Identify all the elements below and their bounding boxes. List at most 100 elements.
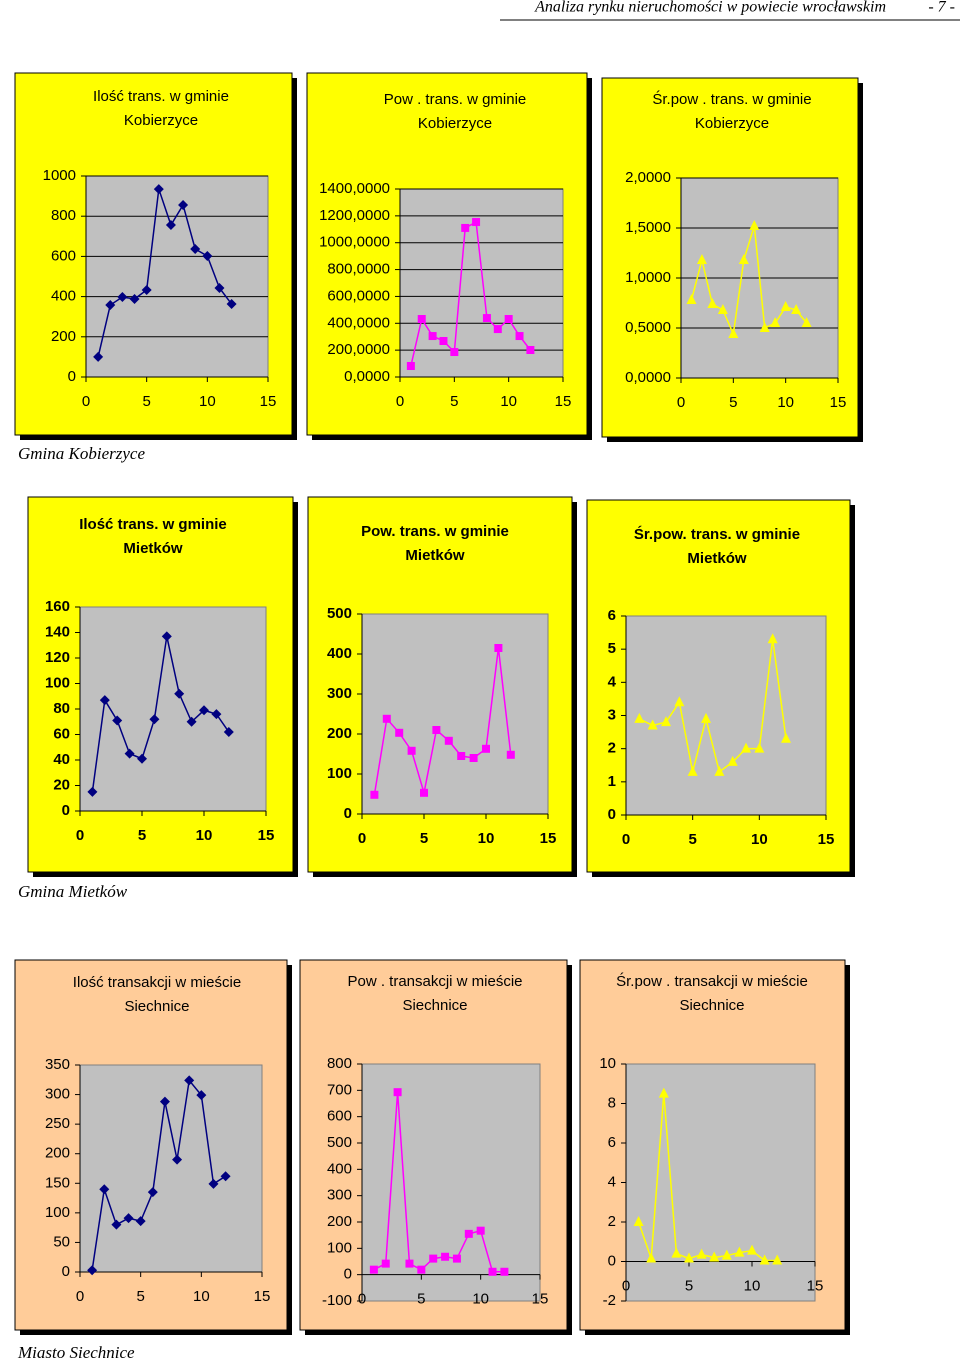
chart-title: Pow. trans. w gminie [361, 523, 509, 540]
data-point [452, 1254, 461, 1263]
data-point [493, 325, 502, 334]
x-tick-label: 5 [136, 1288, 144, 1305]
data-point [686, 294, 697, 304]
chart-title: Siechnice [402, 997, 467, 1014]
data-point [369, 1265, 378, 1274]
y-tick-label: 1000 [43, 167, 76, 184]
data-point [93, 351, 104, 362]
y-tick-label: 100 [45, 1204, 70, 1221]
y-tick-label: 400 [327, 1160, 352, 1177]
y-tick-label: 3 [608, 706, 616, 723]
data-point [417, 314, 426, 323]
y-tick-label: 6 [608, 607, 616, 624]
data-point [135, 1216, 146, 1227]
data-line [91, 1078, 227, 1271]
data-point [174, 688, 185, 699]
chart-title: Śr.pow . trans. w gminie [652, 90, 811, 108]
data-point [184, 1075, 195, 1086]
y-tick-label: 300 [327, 1187, 352, 1204]
y-tick-label: 160 [45, 598, 70, 615]
data-point [661, 716, 671, 727]
y-tick-label: 800 [327, 1055, 352, 1072]
data-point [647, 719, 658, 730]
data-point [199, 705, 209, 716]
section-label: Miasto Siechnice [17, 1343, 135, 1361]
y-tick-label: 150 [45, 1174, 70, 1191]
plot-area [399, 188, 564, 378]
x-tick-label: 5 [688, 831, 696, 848]
y-tick-label: 600 [327, 1108, 352, 1125]
plot-area [361, 613, 549, 815]
y-tick-label: 100 [327, 765, 352, 782]
y-tick-label: 700 [327, 1081, 352, 1098]
data-point [382, 714, 391, 723]
chart-title: Mietków [405, 547, 465, 564]
x-tick-label: 0 [396, 393, 404, 410]
x-tick-label: 0 [677, 394, 685, 411]
data-point [707, 298, 718, 308]
data-point [738, 254, 749, 264]
y-tick-label: 8 [608, 1094, 616, 1111]
y-tick-label: 0 [344, 1266, 352, 1283]
y-tick-label: 4 [608, 1173, 616, 1190]
data-point [728, 328, 739, 338]
data-point [178, 199, 189, 210]
chart: Ilość transakcji w mieścieSiechnice05010… [14, 959, 292, 1335]
data-point [417, 1265, 426, 1274]
y-tick-label: 500 [327, 1134, 352, 1151]
data-point [226, 299, 237, 310]
y-tick-label: 200 [327, 1213, 352, 1230]
data-point [464, 1229, 473, 1238]
data-point [701, 712, 711, 723]
y-tick-label: 6 [608, 1134, 616, 1151]
plot-area [79, 1064, 263, 1273]
y-tick-label: 10 [599, 1055, 616, 1072]
data-point [370, 790, 379, 799]
y-tick-label: 1,0000 [625, 269, 671, 286]
data-point [381, 1259, 390, 1268]
data-point [633, 1216, 644, 1226]
chart-title: Kobierzyce [695, 115, 769, 132]
data-point [749, 220, 760, 230]
chart-title: Kobierzyce [124, 112, 198, 129]
data-point [159, 1096, 170, 1107]
data-point [696, 1248, 707, 1259]
data-point [646, 1252, 657, 1263]
data-point [393, 1088, 402, 1097]
data-point [147, 1187, 158, 1198]
y-tick-label: 200 [51, 328, 76, 345]
data-point [99, 695, 110, 706]
data-point [172, 1154, 183, 1165]
chart-title: Pow . transakcji w mieście [347, 973, 522, 990]
y-tick-label: 60 [53, 725, 70, 742]
y-tick-label: 1 [608, 773, 616, 790]
data-point [149, 714, 160, 725]
x-tick-label: 10 [196, 827, 213, 844]
chart: Ilość trans. w gminie Kobierzyce 0 200 400 60… [14, 72, 297, 440]
data-point [494, 644, 503, 652]
data-point [211, 709, 222, 720]
y-tick-label: 1200,0000 [319, 207, 390, 224]
data-point [420, 788, 428, 797]
chart-title: Mietków [687, 550, 747, 567]
y-tick-label: 80 [53, 700, 70, 717]
y-tick-label: 400 [51, 288, 76, 305]
data-point [87, 786, 98, 797]
data-point [87, 1265, 98, 1276]
chart: Pow . trans. w gminie Kobierzyce 0,0000 200… [306, 72, 592, 440]
data-line [373, 1092, 505, 1273]
x-tick-label: 5 [450, 393, 458, 410]
data-point [432, 726, 441, 734]
chart-title: Śr.pow. trans. w gminie [634, 525, 800, 543]
data-point [684, 1252, 694, 1263]
x-tick-label: 5 [729, 394, 737, 411]
data-point [658, 1087, 669, 1098]
chart-title: Siechnice [679, 997, 744, 1014]
y-tick-label: 2 [608, 740, 616, 757]
y-tick-label: 300 [327, 685, 352, 702]
data-point [439, 337, 448, 346]
x-tick-label: 5 [138, 827, 146, 844]
data-point [444, 736, 453, 745]
data-point [754, 742, 765, 753]
x-tick-label: 0 [358, 830, 366, 847]
